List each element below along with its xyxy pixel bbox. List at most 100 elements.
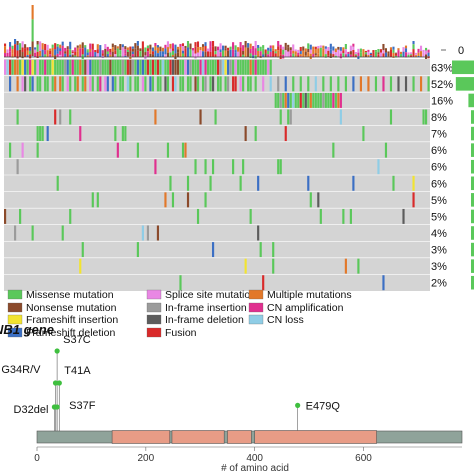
matrix-cell — [116, 142, 119, 158]
matrix-cell — [292, 92, 295, 108]
sample-bar-segment — [126, 47, 129, 50]
matrix-cell — [46, 59, 49, 75]
sample-bar-segment — [394, 52, 398, 54]
sample-bar-segment — [274, 49, 277, 52]
sample-bar-segment — [46, 44, 49, 51]
sample-bar-segment — [111, 47, 114, 52]
matrix-cell — [84, 59, 87, 75]
sample-bar-segment — [412, 44, 415, 50]
legend-label: In-frame deletion — [165, 314, 244, 326]
sample-bar-segment — [367, 49, 370, 52]
sample-bar-segment — [119, 50, 122, 55]
sample-bar-segment — [244, 47, 247, 57]
matrix-cell — [9, 76, 12, 92]
sample-bar-segment — [317, 53, 320, 58]
sample-bar-segment — [352, 43, 355, 47]
row-frequency-bar — [468, 93, 474, 108]
sample-bar-segment — [374, 50, 377, 52]
matrix-cell — [249, 208, 252, 224]
matrix-cell — [329, 76, 332, 92]
row-percent: 6% — [431, 162, 447, 174]
sample-bar-segment — [417, 48, 420, 53]
sample-bar-segment — [196, 41, 200, 48]
sample-bar-segment — [254, 48, 257, 56]
matrix-cell — [91, 76, 94, 92]
matrix-cell — [289, 109, 292, 125]
sample-bar-segment — [222, 53, 225, 56]
matrix-cell — [76, 59, 79, 75]
sample-bar-segment — [249, 53, 252, 58]
matrix-cell — [91, 192, 94, 208]
sample-bar-segment — [404, 52, 408, 58]
sample-bar-segment — [44, 54, 47, 57]
matrix-cell — [252, 59, 255, 75]
sample-bar-segment — [139, 48, 142, 52]
sample-bar-segment — [242, 54, 245, 57]
sample-bar-segment — [347, 51, 350, 55]
matrix-cell — [294, 92, 297, 108]
sample-bar-segment — [146, 45, 149, 49]
matrix-cell — [126, 59, 129, 75]
sample-bar-segment — [269, 45, 272, 49]
sample-bar-segment — [284, 46, 287, 51]
matrix-cell — [222, 59, 225, 75]
sample-bar-segment — [89, 48, 92, 52]
sample-bar-segment — [402, 47, 405, 52]
matrix-cell — [56, 59, 59, 75]
sample-bar-segment — [219, 52, 222, 57]
sample-bar-segment — [357, 48, 360, 53]
sample-bar-segment — [199, 50, 202, 57]
sample-bar-segment — [254, 41, 257, 49]
matrix-cell — [239, 175, 242, 191]
matrix-cell — [74, 76, 77, 92]
sample-bar-segment — [269, 48, 272, 52]
sample-bar-segment — [204, 42, 207, 47]
sample-bar-segment — [327, 55, 330, 57]
sample-bar-segment — [76, 47, 79, 52]
sample-bar-segment — [372, 50, 375, 53]
matrix-cell — [156, 225, 160, 241]
matrix-cell — [141, 76, 144, 92]
matrix-cell — [334, 92, 337, 108]
row-percent: 2% — [431, 278, 447, 290]
matrix-cell — [161, 59, 165, 75]
sample-bar-segment — [154, 43, 157, 47]
sample-bar-segment — [116, 48, 119, 57]
sample-bar-segment — [234, 50, 237, 53]
sample-bar-segment — [109, 48, 112, 53]
sample-bar-segment — [194, 53, 197, 59]
sample-bar-segment — [422, 52, 425, 57]
matrix-cell — [21, 59, 24, 75]
row-frequency-bar — [471, 209, 474, 224]
matrix-cell — [146, 225, 149, 241]
matrix-cell — [257, 225, 260, 241]
sample-bar-segment — [26, 55, 29, 57]
sample-bar-segment — [184, 45, 187, 49]
matrix-cell — [14, 59, 17, 75]
sample-bar-segment — [124, 49, 127, 54]
row-percent: 5% — [431, 211, 447, 223]
sample-bar-segment — [324, 46, 327, 49]
lollipop-panel: NB1 gene S37C G34R/V T41A D32del S37F E479Q 0… — [0, 322, 463, 474]
matrix-cell — [171, 192, 175, 208]
matrix-cell — [279, 159, 282, 175]
sample-bar-segment — [114, 50, 117, 55]
matrix-cell — [139, 59, 142, 75]
sample-bar-segment — [312, 54, 315, 58]
sample-bar-segment — [279, 44, 282, 49]
sample-bar-segment — [166, 52, 169, 57]
matrix-cell — [239, 59, 242, 75]
sample-bar-segment — [156, 53, 159, 57]
matrix-cell — [377, 159, 380, 175]
mutation-label: S37F — [69, 400, 96, 412]
matrix-cell — [412, 192, 415, 208]
matrix-cell — [144, 59, 147, 75]
mutation-label: T41A — [64, 365, 91, 377]
sample-bar-segment — [242, 45, 245, 51]
matrix-cell — [96, 192, 99, 208]
matrix-cell — [382, 76, 385, 92]
matrix-cell — [179, 275, 182, 291]
matrix-cell — [287, 92, 290, 108]
sample-bar-segment — [289, 50, 292, 55]
matrix-cell — [31, 76, 34, 92]
